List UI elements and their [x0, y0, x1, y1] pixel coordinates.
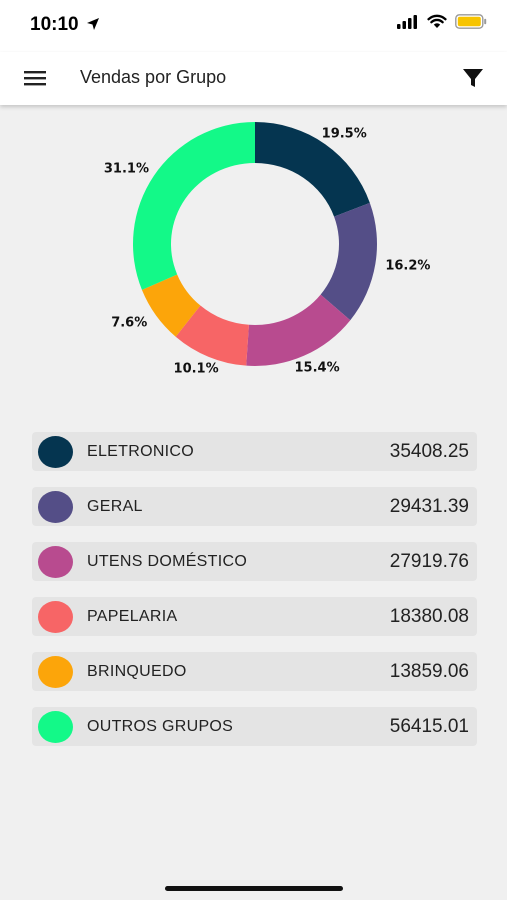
wifi-icon: [427, 14, 447, 28]
legend-color-dot: [38, 710, 73, 743]
donut-slice-utens-dom-stico[interactable]: [246, 294, 351, 366]
donut-slice-geral[interactable]: [320, 202, 377, 321]
legend-item-name: ELETRONICO: [87, 442, 195, 460]
legend-item-value: 13859.06: [389, 660, 469, 682]
legend-item[interactable]: BRINQUEDO 13859.06: [32, 652, 477, 691]
legend-item[interactable]: ELETRONICO 35408.25: [32, 432, 477, 471]
legend-color-dot: [38, 490, 73, 523]
legend-color-dot: [38, 655, 73, 688]
legend-item-value: 29431.39: [389, 495, 469, 517]
page-title: Vendas por Grupo: [80, 67, 227, 87]
status-bar: 10:10: [0, 0, 507, 52]
legend-color-dot: [38, 435, 73, 468]
battery-icon: [455, 14, 487, 29]
slice-percent-label: 31.1%: [103, 161, 149, 177]
legend-item-name: GERAL: [87, 497, 143, 515]
hamburger-menu-icon: [24, 71, 46, 86]
donut-slice-eletronico[interactable]: [255, 122, 370, 217]
legend-item-value: 35408.25: [389, 440, 469, 462]
legend-item[interactable]: OUTROS GRUPOS 56415.01: [32, 707, 477, 746]
legend-color-dot: [38, 545, 73, 578]
home-indicator: [165, 886, 343, 891]
app-bar: Vendas por Grupo: [0, 52, 507, 105]
legend-item-name: PAPELARIA: [87, 607, 178, 625]
slice-percent-label: 16.2%: [385, 258, 431, 274]
donut-slice-papelaria[interactable]: [175, 305, 249, 366]
legend-item[interactable]: UTENS DOMÉSTICO 27919.76: [32, 542, 477, 581]
slice-percent-label: 10.1%: [173, 361, 219, 377]
legend-item-name: BRINQUEDO: [87, 662, 187, 680]
legend-list: ELETRONICO 35408.25 GERAL 29431.39 UTENS DOM…: [32, 432, 477, 762]
legend-item-value: 56415.01: [389, 715, 469, 737]
donut-slice-brinquedo[interactable]: [141, 274, 201, 337]
legend-item-value: 27919.76: [389, 550, 469, 572]
slice-percent-label: 7.6%: [111, 315, 148, 331]
legend-item[interactable]: PAPELARIA 18380.08: [32, 597, 477, 636]
legend-color-dot: [38, 600, 73, 633]
legend-item-name: UTENS DOMÉSTICO: [87, 552, 248, 570]
funnel-filter-icon: [463, 69, 483, 87]
legend-item-name: OUTROS GRUPOS: [87, 717, 234, 735]
menu-button[interactable]: [22, 66, 48, 90]
donut-chart-svg: [133, 122, 377, 366]
slice-percent-label: 15.4%: [294, 360, 340, 376]
legend-item-value: 18380.08: [389, 605, 469, 627]
slice-percent-label: 19.5%: [321, 126, 367, 142]
legend-item[interactable]: GERAL 29431.39: [32, 487, 477, 526]
location-arrow-icon: [87, 18, 99, 30]
status-icons: [397, 14, 487, 29]
filter-button[interactable]: [461, 66, 485, 90]
donut-chart: 19.5% 16.2% 15.4% 10.1% 7.6% 31.1%: [0, 120, 507, 400]
donut-slice-outros-grupos[interactable]: [133, 122, 255, 290]
cellular-signal-icon: [397, 14, 417, 29]
status-time: 10:10: [30, 14, 79, 35]
